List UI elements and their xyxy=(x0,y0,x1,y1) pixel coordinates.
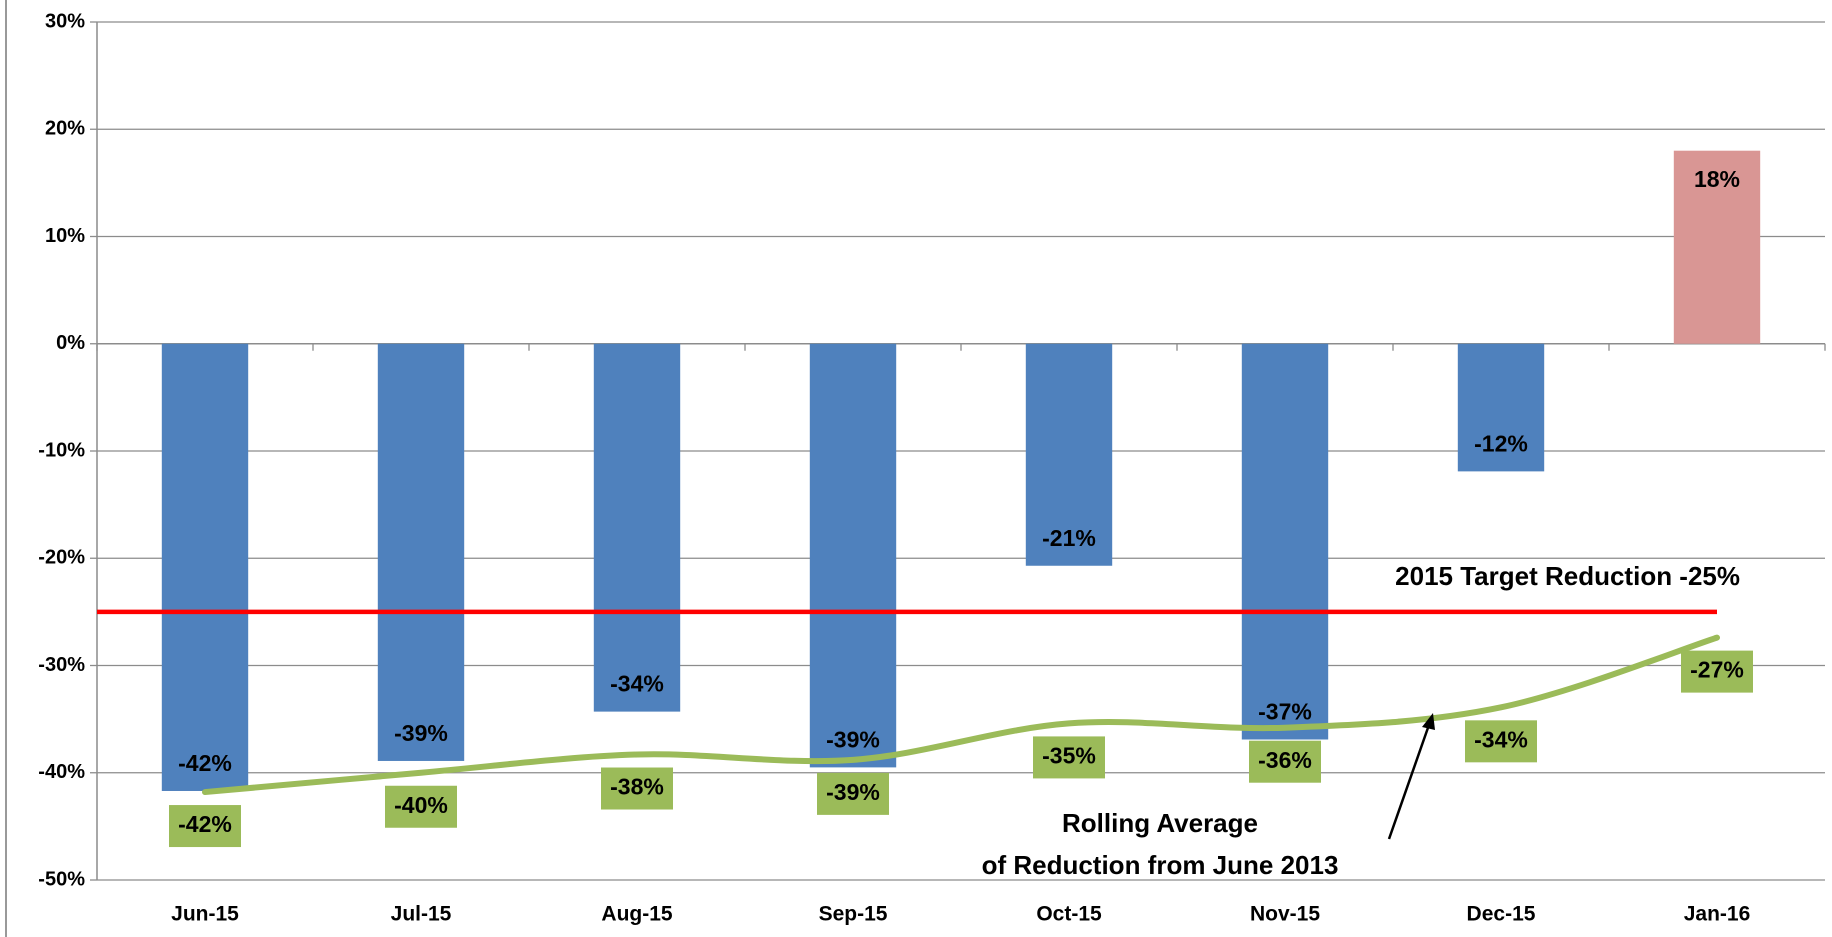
bar xyxy=(593,343,681,712)
x-tick-label: Sep-15 xyxy=(819,903,888,926)
y-tick-label: 20% xyxy=(45,118,85,140)
label-box xyxy=(601,767,673,810)
line-value-label: -40% xyxy=(394,792,448,818)
bar xyxy=(1241,343,1329,740)
x-tick-label: Oct-15 xyxy=(1036,903,1102,926)
target-label: 2015 Target Reduction -25% xyxy=(1395,561,1740,591)
y-tick-label: -30% xyxy=(38,654,85,676)
bar xyxy=(377,343,465,761)
bar xyxy=(1457,343,1545,472)
line-value-label: -27% xyxy=(1690,657,1744,683)
label-box xyxy=(169,805,241,848)
line-value-label: -42% xyxy=(178,811,232,837)
line-value-label: -36% xyxy=(1258,747,1312,773)
y-tick-label: -10% xyxy=(38,439,85,461)
bar-value-label: -37% xyxy=(1258,699,1312,725)
y-tick-label: -20% xyxy=(38,547,85,569)
annotation-text: Rolling Average xyxy=(1062,808,1258,838)
bar-value-label: -39% xyxy=(394,720,448,746)
x-tick-label: Nov-15 xyxy=(1250,903,1320,926)
arrow-head xyxy=(1422,713,1435,730)
y-tick-label: -40% xyxy=(38,761,85,783)
bar xyxy=(809,343,897,768)
line-value-label: -34% xyxy=(1474,726,1528,752)
bar-value-label: -42% xyxy=(178,750,232,776)
label-box xyxy=(1249,740,1321,783)
bar xyxy=(1673,150,1761,344)
line-value-label: -35% xyxy=(1042,742,1096,768)
bar-value-label: -34% xyxy=(610,671,664,697)
line xyxy=(202,634,1720,796)
y-tick-label: 30% xyxy=(45,10,85,32)
bar-value-label: 18% xyxy=(1694,166,1740,192)
bar-value-label: -39% xyxy=(826,726,880,752)
bar xyxy=(161,343,249,791)
bar xyxy=(1025,343,1113,566)
label-box xyxy=(1465,720,1537,763)
x-tick-label: Jan-16 xyxy=(1684,903,1751,926)
line-value-label: -39% xyxy=(826,779,880,805)
bar-value-label: -12% xyxy=(1474,430,1528,456)
bar-value-label: -21% xyxy=(1042,525,1096,551)
annotation: Rolling Average of Reduction from June 2… xyxy=(982,713,1435,880)
x-tick-label: Dec-15 xyxy=(1467,903,1536,926)
line-value-label: -38% xyxy=(610,774,664,800)
annotation-arrow xyxy=(1387,721,1432,840)
x-tick-label: Jun-15 xyxy=(171,903,239,926)
annotation-text: of Reduction from June 2013 xyxy=(982,850,1339,880)
label-box xyxy=(1033,736,1105,779)
x-tick-label: Aug-15 xyxy=(601,903,672,926)
y-tick-label: 0% xyxy=(56,332,85,354)
label-box xyxy=(817,772,889,815)
x-tick-label: Jul-15 xyxy=(391,903,452,926)
label-box xyxy=(385,785,457,828)
y-tick-label: 10% xyxy=(45,225,85,247)
y-tick-label: -50% xyxy=(38,868,85,890)
label-box xyxy=(1681,650,1753,693)
